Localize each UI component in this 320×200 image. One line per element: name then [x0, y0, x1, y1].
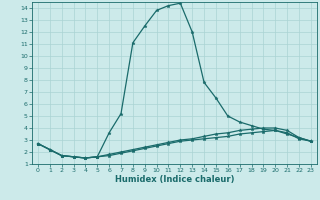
- X-axis label: Humidex (Indice chaleur): Humidex (Indice chaleur): [115, 175, 234, 184]
